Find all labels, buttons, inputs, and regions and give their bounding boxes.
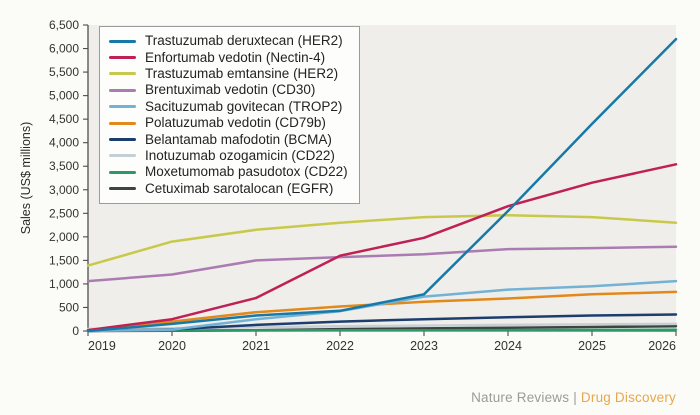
series-line-enfortumab [86,163,678,332]
legend-label: Brentuximab vedotin (CD30) [145,82,316,98]
legend-swatch [109,56,136,60]
series-line-trastuzumab [86,213,678,267]
legend-swatch [109,170,136,174]
series-line-trastuzumab [86,37,678,333]
legend-label: Trastuzumab emtansine (HER2) [145,65,339,81]
x-tick-label: 2025 [578,339,606,353]
legend-label: Enfortumab vedotin (Nectin-4) [145,49,326,65]
legend-item: Inotuzumab ozogamicin (CD22) [109,148,348,164]
legend-swatch [109,72,136,76]
legend-swatch [109,39,136,43]
legend-item: Trastuzumab deruxtecan (HER2) [109,33,348,49]
x-tick-label: 2021 [242,339,270,353]
legend-swatch [109,105,136,109]
y-tick-label: 500 [59,300,79,314]
series-line-sacituzumab [86,279,678,333]
x-tick-label: 2022 [326,339,354,353]
x-tick-label: 2020 [158,339,186,353]
y-tick-label: 6,000 [49,42,79,56]
chart-legend: Trastuzumab deruxtecan (HER2) Enfortumab … [99,26,360,204]
legend-item: Trastuzumab emtansine (HER2) [109,66,348,82]
journal-section: Drug Discovery [580,390,676,405]
legend-label: Belantamab mafodotin (BCMA) [145,131,332,147]
x-tick-label: 2019 [88,339,116,353]
legend-item: Sacituzumab govitecan (TROP2) [109,99,348,115]
credit-separator: | [573,390,577,405]
y-tick-label: 1,500 [49,253,79,267]
y-tick-label: 2,000 [49,230,79,244]
legend-item: Polatuzumab vedotin (CD79b) [109,115,348,131]
y-tick-label: 3,000 [49,183,79,197]
y-tick-label: 4,000 [49,136,79,150]
legend-item: Brentuximab vedotin (CD30) [109,82,348,98]
legend-swatch [109,138,136,142]
y-tick-label: 1,000 [49,277,79,291]
legend-label: Trastuzumab deruxtecan (HER2) [145,33,343,49]
y-tick-label: 5,500 [49,65,79,79]
series-line-moxetumomab [86,328,678,332]
x-tick-label: 2024 [494,339,522,353]
legend-item: Enfortumab vedotin (Nectin-4) [109,49,348,65]
legend-label: Cetuximab sarotalocan (EGFR) [145,180,334,196]
y-tick-label: 6,500 [49,18,79,32]
y-axis-title: Sales (US$ millions) [19,122,33,235]
legend-label: Polatuzumab vedotin (CD79b) [145,115,326,131]
legend-label: Inotuzumab ozogamicin (CD22) [145,147,335,163]
y-tick-label: 0 [72,324,79,338]
x-tick-label: 2023 [410,339,438,353]
y-tick-label: 2,500 [49,206,79,220]
legend-swatch [109,154,136,158]
legend-item: Moxetumomab pasudotox (CD22) [109,164,348,180]
journal-credit: Nature Reviews | Drug Discovery [471,390,676,405]
y-tick-label: 5,000 [49,89,79,103]
legend-swatch [109,88,136,92]
legend-label: Moxetumomab pasudotox (CD22) [145,164,348,180]
legend-item: Cetuximab sarotalocan (EGFR) [109,181,348,197]
x-tick-label: 2026 [648,339,676,353]
y-tick-label: 4,500 [49,112,79,126]
series-line-brentuximab [86,245,678,283]
legend-label: Sacituzumab govitecan (TROP2) [145,98,343,114]
legend-swatch [109,187,136,191]
y-tick-label: 3,500 [49,159,79,173]
legend-item: Belantamab mafodotin (BCMA) [109,131,348,147]
journal-name: Nature Reviews [471,390,570,405]
legend-swatch [109,121,136,125]
